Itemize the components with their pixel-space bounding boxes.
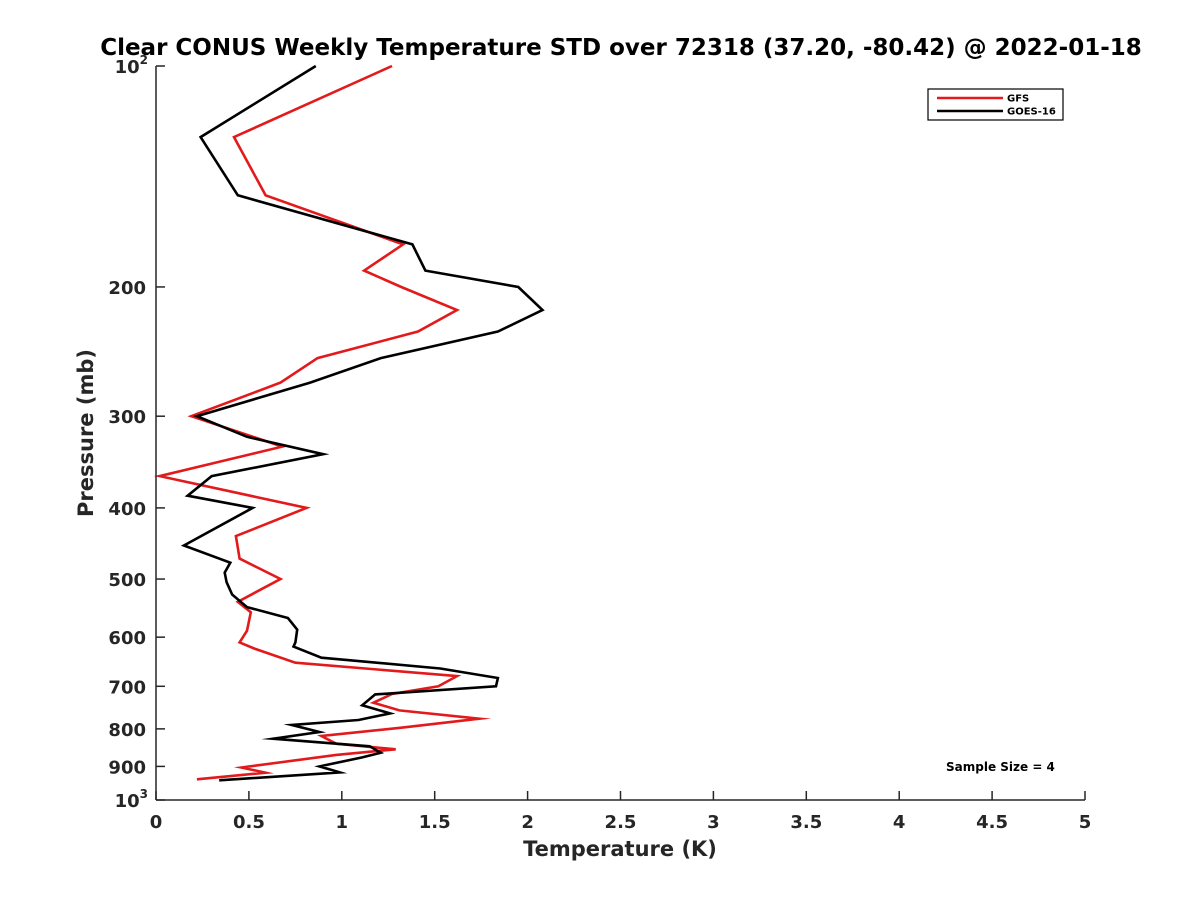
x-tick-label: 3 — [707, 812, 720, 833]
y-tick-label: 900 — [108, 757, 146, 778]
y-tick-label: 800 — [108, 720, 146, 741]
chart-title: Clear CONUS Weekly Temperature STD over … — [100, 35, 1142, 61]
x-tick-label: 2 — [521, 812, 534, 833]
sample-size-annotation: Sample Size = 4 — [946, 760, 1055, 774]
legend-box — [927, 88, 1064, 121]
x-tick-label: 3.5 — [790, 812, 822, 833]
y-tick-label: 700 — [108, 677, 146, 698]
x-tick-label: 5 — [1079, 812, 1092, 833]
axes-layer: 0 0.5 1 1.5 2 2.5 3 3.5 4 4.5 5 102 200 300 400 500 600 7… — [108, 53, 1091, 833]
x-tick-label: 4 — [893, 812, 906, 833]
x-tick-label: 4.5 — [976, 812, 1008, 833]
y-tick-label: 600 — [108, 628, 146, 649]
y-tick-label: 400 — [108, 499, 146, 520]
series-line-gfs — [153, 64, 492, 781]
y-tick-label: 102 — [115, 53, 148, 78]
x-tick-label: 0 — [150, 812, 163, 833]
x-tick-label: 2.5 — [605, 812, 637, 833]
y-tick-label: 200 — [108, 278, 146, 299]
legend-label-goes16: GOES-16 — [1007, 107, 1056, 118]
x-tick-label: 0.5 — [233, 812, 265, 833]
y-tick-label: 103 — [115, 787, 148, 812]
y-tick-label: 500 — [108, 570, 146, 591]
x-axis-label: Temperature (K) — [523, 837, 717, 861]
legend: GFS GOES-16 — [927, 88, 1064, 121]
x-tick-label: 1 — [336, 812, 349, 833]
x-tick-label: 1.5 — [419, 812, 451, 833]
series-layer — [153, 64, 545, 782]
y-tick-label: 300 — [108, 407, 146, 428]
series-line-goes16 — [180, 64, 545, 782]
y-axis-label: Pressure (mb) — [74, 349, 98, 517]
legend-label-gfs: GFS — [1007, 94, 1029, 105]
